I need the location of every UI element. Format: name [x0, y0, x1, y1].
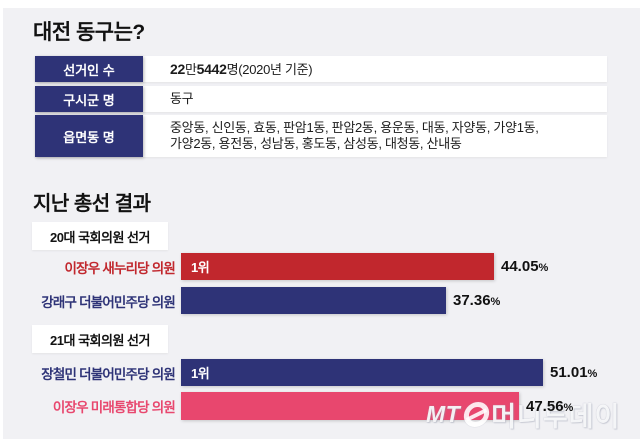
result-bar	[181, 287, 446, 314]
info-row-district: 구시군 명 동구	[35, 86, 607, 112]
neighborhoods-line-2: 가양2동, 용전동, 성남동, 홍도동, 삼성동, 대청동, 산내동	[170, 136, 462, 151]
info-row-electorate: 선거인 수 22만5442명(2020년 기준)	[35, 56, 607, 82]
page-title: 대전 동구는?	[33, 21, 145, 44]
percent-value: 47.56%	[526, 397, 574, 415]
district-label-badge: 구시군 명	[35, 86, 143, 112]
election-21-title-box: 21대 국회의원 선거	[32, 325, 168, 353]
electorate-label-badge: 선거인 수	[35, 56, 143, 82]
electorate-value: 22만5442명(2020년 기준)	[143, 56, 313, 82]
result-bar	[181, 392, 519, 420]
rank-badge: 1위	[191, 260, 210, 275]
result-bar: 1위	[181, 359, 543, 386]
candidate-label: 이장우 새누리당 의원	[64, 260, 176, 276]
bar-row-20-rank2: 강래구 더불어민주당 의원 37.36%	[0, 287, 500, 314]
candidate-label: 강래구 더불어민주당 의원	[41, 294, 176, 310]
moneytoday-watermark: MT 머니투데이	[426, 395, 620, 434]
slashed-circle-icon	[462, 402, 491, 427]
election-20-title-box: 20대 국회의원 선거	[32, 222, 168, 250]
bar-row-20-rank1: 이장우 새누리당 의원 1위 44.05%	[0, 253, 548, 280]
section-title: 지난 총선 결과	[33, 193, 151, 215]
brand-name-text: 머니투데이	[491, 402, 621, 432]
candidate-label: 장철민 더불어민주당 의원	[41, 366, 176, 382]
percent-value: 44.05%	[501, 258, 549, 275]
info-row-neighborhoods: 읍면동 명 중앙동, 신인동, 효동, 판암1동, 판암2동, 용운동, 대동,…	[35, 115, 607, 157]
rank-badge: 1위	[191, 366, 210, 381]
neighborhoods-line-1: 중앙동, 신인동, 효동, 판암1동, 판암2동, 용운동, 대동, 자양동, …	[170, 120, 539, 135]
bar-row-21-rank1: 장철민 더불어민주당 의원 1위 51.01%	[0, 359, 597, 386]
neighborhoods-label-badge: 읍면동 명	[35, 115, 143, 157]
percent-value: 51.01%	[550, 364, 598, 381]
candidate-label: 이장우 미래통합당 의원	[52, 400, 176, 415]
mt-logo-text: MT	[426, 401, 461, 427]
electorate-value-text: 22만5442명(2020년 기준)	[170, 60, 313, 77]
district-value: 동구	[170, 91, 194, 106]
percent-value: 37.36%	[453, 292, 501, 309]
result-bar: 1위	[181, 253, 494, 280]
bar-row-21-rank2: 이장우 미래통합당 의원 47.56%	[0, 392, 573, 420]
neighborhoods-value: 중앙동, 신인동, 효동, 판암1동, 판암2동, 용운동, 대동, 자양동, …	[143, 115, 539, 157]
